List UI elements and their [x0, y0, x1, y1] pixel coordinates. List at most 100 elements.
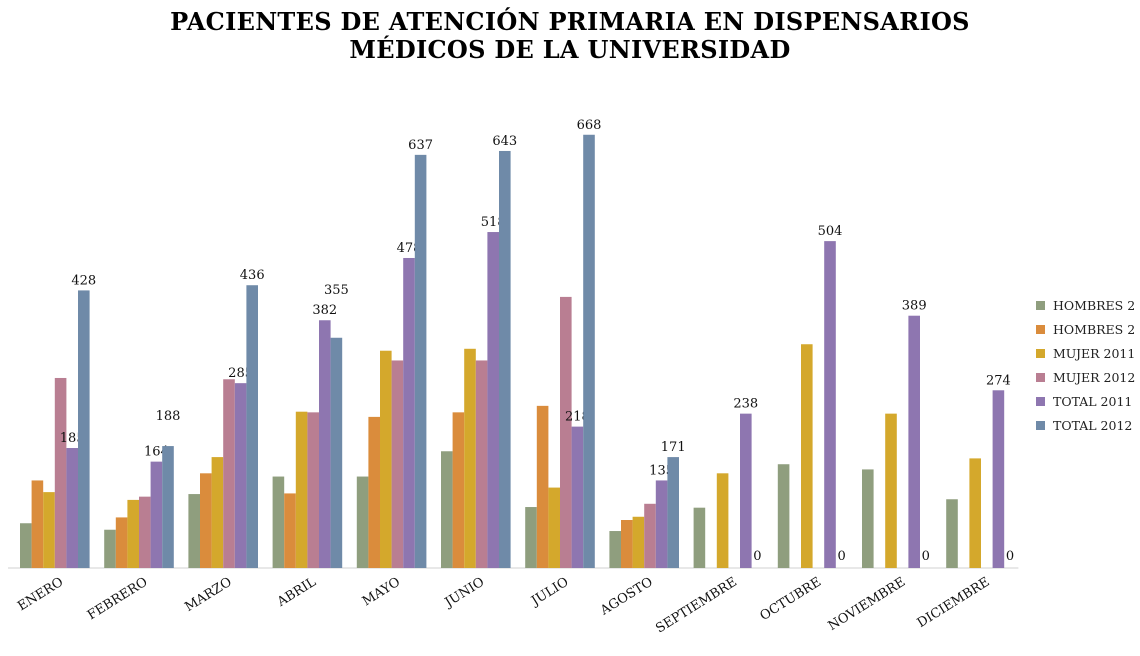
- bar-hombres-2012: [200, 473, 212, 568]
- bar-mujer-2011: [885, 413, 897, 568]
- data-label: 428: [71, 273, 96, 288]
- x-tick-label: ABRIL: [274, 574, 319, 610]
- bar-hombres-2011: [862, 469, 874, 568]
- bar-mujer-2012: [223, 379, 235, 568]
- bar-total-2011: [824, 241, 836, 568]
- bar-hombres-2012: [452, 412, 465, 568]
- chart-title-line-2: MÉDICOS DE LA UNIVERSIDAD: [349, 35, 791, 64]
- bar-hombres-2011: [104, 529, 116, 568]
- bar-mujer-2011: [211, 457, 224, 568]
- data-label: 643: [492, 134, 517, 149]
- bar-hombres-2011: [20, 523, 32, 568]
- legend-swatch: [1036, 372, 1045, 382]
- bar-mujer-2011: [43, 492, 55, 568]
- x-tick-label: NOVIEMBRE: [826, 575, 909, 634]
- bar-total-2012: [414, 154, 427, 569]
- bar-total-2012: [499, 150, 511, 568]
- bar-hombres-2012: [368, 416, 380, 568]
- legend-label: HOMBRES 2: [1053, 321, 1136, 337]
- bar-hombres-2011: [272, 476, 285, 568]
- bar-total-2011: [992, 390, 1005, 568]
- bar-mujer-2012: [54, 377, 67, 568]
- bar-mujer-2011: [548, 487, 560, 568]
- data-label: 0: [837, 549, 845, 564]
- bar-mujer-2011: [801, 344, 813, 568]
- x-tick-label: JULIO: [527, 575, 571, 610]
- bar-total-2012: [162, 446, 174, 568]
- legend-swatch: [1036, 300, 1045, 310]
- bar-total-2011: [319, 320, 331, 568]
- legend-item: HOMBRES 2: [1036, 293, 1140, 317]
- chart-legend: HOMBRES 2 HOMBRES 2 MUJER 2011 MUJER 201…: [1036, 293, 1140, 437]
- bar-hombres-2012: [31, 480, 44, 568]
- bar-total-2012: [667, 457, 679, 568]
- bar-hombres-2011: [777, 464, 790, 568]
- bar-hombres-2011: [946, 499, 958, 568]
- bar-mujer-2011: [632, 516, 645, 568]
- bar-mujer-2012: [391, 360, 404, 568]
- bar-total-2011: [403, 257, 415, 568]
- data-label: 668: [577, 118, 602, 133]
- bar-total-2011: [571, 426, 584, 568]
- legend-swatch: [1036, 396, 1045, 406]
- bar-mujer-2011: [127, 499, 139, 568]
- legend-swatch: [1036, 324, 1045, 334]
- bar-mujer-2011: [380, 350, 392, 568]
- bar-hombres-2011: [693, 507, 706, 568]
- data-label: 188: [156, 409, 181, 424]
- bar-hombres-2011: [609, 531, 621, 568]
- chart-title-line-1: PACIENTES DE ATENCIÓN PRIMARIA EN DISPEN…: [170, 7, 970, 36]
- bar-total-2011: [234, 383, 247, 568]
- bar-hombres-2011: [188, 494, 200, 568]
- legend-item: MUJER 2012: [1036, 365, 1140, 389]
- legend-label: TOTAL 2011: [1053, 393, 1133, 409]
- x-tick-label: DICIEMBRE: [915, 575, 993, 631]
- x-tick-label: FEBRERO: [85, 575, 150, 624]
- data-label: 504: [818, 224, 843, 239]
- bar-mujer-2012: [475, 360, 488, 568]
- x-tick-label: OCTUBRE: [758, 575, 825, 624]
- bar-hombres-2012: [621, 520, 633, 568]
- data-label: 436: [240, 268, 265, 283]
- x-tick-label: MAYO: [360, 575, 403, 610]
- bar-mujer-2012: [307, 412, 319, 568]
- bar-total-2011: [150, 461, 163, 568]
- bar-total-2011: [740, 413, 752, 568]
- data-label: 0: [922, 549, 930, 564]
- x-tick-label: MARZO: [182, 575, 234, 615]
- legend-swatch: [1036, 348, 1045, 358]
- bar-mujer-2011: [295, 411, 308, 568]
- bar-total-2011: [655, 480, 668, 568]
- bar-hombres-2011: [441, 451, 453, 568]
- data-label: 637: [408, 138, 433, 153]
- data-label: 238: [733, 397, 758, 412]
- chart-title: PACIENTES DE ATENCIÓN PRIMARIA EN DISPEN…: [0, 8, 1140, 64]
- bar-hombres-2012: [284, 493, 296, 568]
- x-tick-label: SEPTIEMBRE: [653, 575, 739, 637]
- data-label: 382: [312, 303, 337, 318]
- bar-total-2012: [246, 285, 258, 568]
- x-tick-label: ENERO: [15, 575, 66, 615]
- data-label: 274: [986, 373, 1011, 388]
- x-tick-label: AGOSTO: [597, 575, 656, 619]
- bar-total-2012: [583, 134, 595, 569]
- bar-mujer-2011: [969, 458, 981, 568]
- legend-swatch: [1036, 420, 1045, 430]
- bar-hombres-2011: [525, 507, 537, 568]
- legend-label: HOMBRES 2: [1053, 297, 1136, 313]
- legend-label: MUJER 2011: [1053, 345, 1136, 361]
- bar-hombres-2012: [115, 517, 128, 568]
- bar-mujer-2012: [560, 296, 572, 568]
- bar-mujer-2012: [139, 496, 151, 568]
- legend-item: HOMBRES 2: [1036, 317, 1140, 341]
- bar-hombres-2012: [536, 405, 549, 568]
- data-label: 171: [661, 440, 686, 455]
- bar-mujer-2012: [644, 503, 656, 568]
- bar-total-2011: [66, 448, 78, 568]
- x-tick-label: JUNIO: [441, 575, 487, 612]
- legend-item: TOTAL 2012: [1036, 413, 1140, 437]
- legend-item: TOTAL 2011: [1036, 389, 1140, 413]
- bar-hombres-2011: [356, 476, 369, 568]
- legend-label: MUJER 2012: [1053, 369, 1136, 385]
- bar-total-2011: [908, 315, 920, 568]
